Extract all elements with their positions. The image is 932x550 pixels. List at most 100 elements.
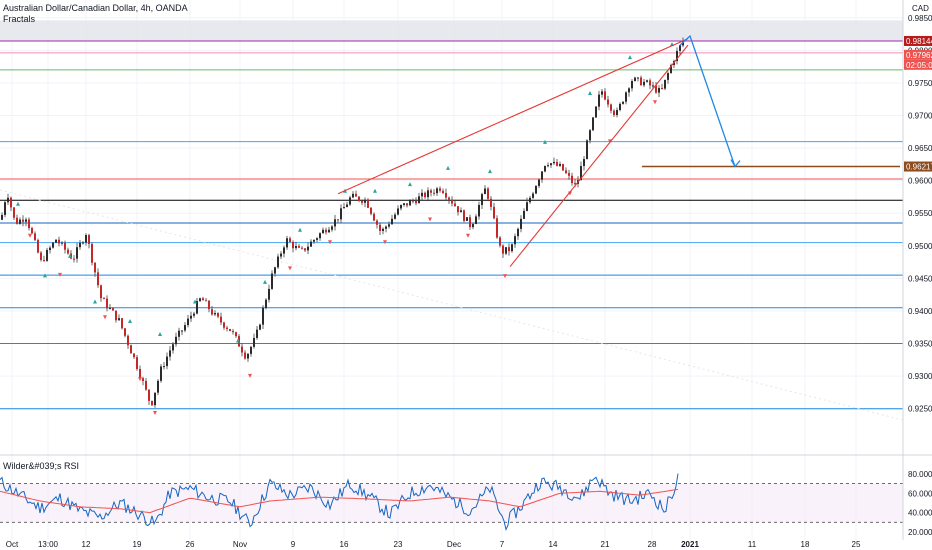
candle-body <box>505 247 507 254</box>
candle-body <box>181 330 183 332</box>
candle-body <box>277 256 279 268</box>
rsi-indicator-label[interactable]: Wilder&#039;s RSI <box>3 461 80 471</box>
candle-body <box>106 298 108 309</box>
candle-body <box>397 208 399 215</box>
candle-body <box>28 219 30 229</box>
time-axis[interactable]: Oct 13:00 12 19 26 Nov 9 16 23 Dec 7 14 21 28 2021 11 18… <box>6 540 861 549</box>
candle-body <box>46 249 48 261</box>
candle-body <box>253 337 255 347</box>
rsi-pane[interactable] <box>0 455 903 540</box>
candle-body <box>43 259 45 261</box>
faint-trendline <box>0 189 904 421</box>
candle-body <box>19 219 21 224</box>
candle-body <box>430 190 432 193</box>
candle-body <box>40 252 42 260</box>
rsi-tick-label: 80.00000 <box>908 470 932 479</box>
fractal-up-marker <box>68 253 72 258</box>
candle-body <box>262 307 264 325</box>
candle-body <box>613 110 615 116</box>
candle-body <box>490 198 492 207</box>
candle-body <box>538 179 540 186</box>
fractal-up-marker <box>373 188 377 193</box>
fractal-up-marker <box>543 139 547 144</box>
x-tick-label: Dec <box>447 540 461 549</box>
candle-body <box>586 140 588 160</box>
candle-body <box>346 204 348 208</box>
y-tick-label: 0.92500 <box>908 405 932 414</box>
x-tick-label: 23 <box>394 540 403 549</box>
candle-body <box>229 328 231 331</box>
candle-body <box>451 199 453 204</box>
indicator-fractals-label[interactable]: Fractals <box>3 14 36 24</box>
candle-body <box>595 106 597 118</box>
candle-body <box>91 243 93 263</box>
rsi-axis[interactable]: 80.00000 60.00000 40.00000 20.00000 <box>908 470 932 537</box>
candle-body <box>436 188 438 194</box>
candle-body <box>412 200 414 202</box>
rsi-line <box>0 473 679 532</box>
x-tick-label: 7 <box>500 540 505 549</box>
candle-body <box>196 301 198 314</box>
candle-body <box>622 101 624 104</box>
candle-body <box>340 208 342 220</box>
candle-body <box>634 77 636 82</box>
candle-body <box>427 190 429 198</box>
wedge-upper-line <box>337 38 689 195</box>
candle-body <box>658 88 660 93</box>
candle-body <box>223 322 225 328</box>
candle-body <box>448 197 450 200</box>
fractal-down-marker <box>653 100 657 105</box>
fractal-up-marker <box>298 227 302 232</box>
candle-body <box>325 229 327 233</box>
candle-body <box>496 218 498 238</box>
fractal-down-marker <box>58 272 62 277</box>
candle-body <box>34 233 36 241</box>
candle-body <box>583 159 585 167</box>
candle-body <box>250 346 252 354</box>
x-tick-label: 9 <box>291 540 296 549</box>
candle-body <box>352 193 354 198</box>
candle-body <box>292 241 294 249</box>
candle-body <box>481 194 483 205</box>
candle-body <box>1 214 3 220</box>
candle-body <box>403 203 405 205</box>
price-tag-bg <box>904 35 932 46</box>
fractal-down-marker <box>288 266 292 271</box>
candle-body <box>172 344 174 351</box>
fractal-up-marker <box>408 182 412 187</box>
candle-body <box>442 190 444 193</box>
candle-body <box>433 192 435 194</box>
candle-body <box>661 88 663 90</box>
candle-body <box>328 229 330 233</box>
candle-body <box>457 206 459 213</box>
candle-body <box>289 238 291 242</box>
candle-body <box>616 109 618 116</box>
candle-body <box>445 192 447 198</box>
fractal-up-marker <box>158 332 162 337</box>
candle-body <box>184 325 186 331</box>
candle-body <box>247 353 249 359</box>
candle-body <box>571 175 573 184</box>
candle-body <box>118 318 120 321</box>
candle-body <box>22 219 24 222</box>
candle-body <box>580 166 582 181</box>
candle-body <box>25 219 27 222</box>
symbol-title[interactable]: Australian Dollar/Canadian Dollar, 4h, O… <box>3 3 188 13</box>
candle-body <box>256 329 258 338</box>
rsi-signal-line <box>0 488 679 514</box>
candle-body <box>619 103 621 110</box>
candle-body <box>133 353 135 358</box>
candle-body <box>409 200 411 206</box>
candle-body <box>463 210 465 221</box>
candle-body <box>322 229 324 234</box>
candle-body <box>61 242 63 244</box>
price-pane[interactable] <box>0 0 904 455</box>
candle-body <box>13 207 15 218</box>
